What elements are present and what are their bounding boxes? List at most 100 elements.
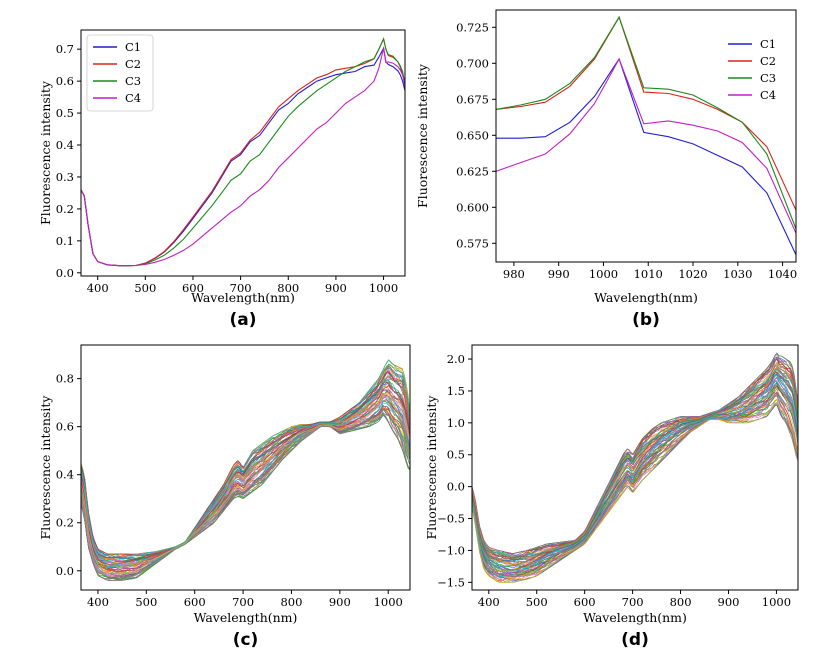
spectrum-line [472,357,798,556]
y-tick-label: 0.700 [456,56,489,70]
plot-area [81,359,410,581]
y-tick-label: −1.0 [437,543,465,557]
x-axis-label: Wavelength(nm) [194,610,298,625]
y-tick-label: 0.3 [56,170,74,184]
panel-label: (c) [233,630,259,650]
x-axis-label: Wavelength(nm) [594,290,698,305]
series-line-C2 [496,15,796,211]
spectrum-line [81,375,410,565]
spectrum-line [81,368,410,559]
spectrum-line [81,370,410,566]
spectrum-line [472,392,798,583]
y-tick-label: 0.8 [56,372,74,386]
y-tick-label: 0.7 [56,42,74,56]
spectrum-line [81,359,410,561]
y-tick-label: 0.5 [56,106,74,120]
x-tick-label: 600 [574,595,596,609]
chart-panel-a: 400 500 600 700 800 900 1000 0.0 0.1 0.2 0.3 0.4 0.5… [38,29,406,330]
y-tick-label: 0.0 [56,564,74,578]
y-tick-label: 0.625 [456,164,489,178]
spectrum-line [81,393,410,569]
x-tick-label: 1030 [723,267,752,281]
legend-label: C1 [760,37,776,51]
x-tick-label: 980 [503,267,525,281]
y-tick-label: 1.5 [447,384,465,398]
panel-label: (a) [229,310,256,330]
spectrum-line [81,359,410,560]
spectrum-line [472,398,798,577]
y-tick-label: 0.5 [447,448,465,462]
x-tick-label: 1000 [589,267,618,281]
series-line-C1 [496,57,796,256]
spectrum-line [472,388,798,572]
x-tick-label: 700 [232,595,254,609]
spectrum-line [81,363,410,558]
series-line-C3 [496,15,796,230]
spectrum-line [81,412,410,581]
y-tick-label: 0.4 [56,468,74,482]
x-tick-label: 500 [134,281,156,295]
spectrum-line [81,364,410,559]
x-tick-label: 600 [182,281,204,295]
y-tick-label: 0.675 [456,92,489,106]
spectrum-line [81,359,410,559]
x-tick-label: 800 [670,595,692,609]
spectrum-line [81,364,410,556]
legend-box [86,34,154,112]
legend-label: C4 [760,88,776,102]
y-tick-label: 0.600 [456,200,489,214]
spectrum-line [472,371,798,559]
x-tick-label: 800 [280,595,302,609]
spectrum-line [472,398,798,583]
y-tick-label: −0.5 [437,512,465,526]
series-line-C4 [496,57,796,234]
spectrum-line [472,361,798,559]
x-tick-label: 700 [622,595,644,609]
spectrum-line [472,380,798,577]
x-tick-label: 500 [135,595,157,609]
spectrum-line [81,408,410,580]
panel-label: (b) [632,310,660,330]
x-tick-label: 1000 [374,595,403,609]
spectrum-line [472,367,798,567]
x-tick-label: 900 [718,595,740,609]
chart-panel-c: 400 500 600 700 800 900 1000 0.0 0.2 0.4 0.6 0.8 Wav… [38,344,411,650]
spectrum-line [81,414,410,579]
x-tick-label: 1000 [762,595,791,609]
x-tick-label: 800 [277,281,299,295]
spectrum-line [81,392,410,567]
spectrum-line [472,404,798,578]
y-tick-label: 2.0 [447,352,465,366]
plot-area [472,352,798,583]
x-axis-label: Wavelength(nm) [583,610,687,625]
y-tick-label: 0.0 [447,480,465,494]
plot-frame [495,9,797,263]
spectrum-line [472,374,798,572]
spectrum-line [81,408,410,580]
x-tick-label: 1010 [634,267,663,281]
spectrum-line [81,381,410,559]
spectrum-line [472,372,798,563]
x-tick-label: 400 [87,281,109,295]
spectrum-line [81,395,410,578]
legend-label: C1 [125,40,141,54]
legend-label: C4 [125,91,141,105]
spectrum-line [472,392,798,578]
x-tick-label: 700 [230,281,252,295]
x-tick-label: 1020 [678,267,707,281]
spectrum-line [81,381,410,560]
legend-label: C3 [760,71,776,85]
spectrum-line [81,399,410,568]
y-axis-label: Fluorescence intensity [424,395,439,540]
y-tick-label: 0.6 [56,74,74,88]
spectrum-line [472,404,798,580]
spectrum-line [472,364,798,567]
plot-frame [80,344,411,591]
y-tick-label: 0.6 [56,420,74,434]
y-tick-label: 0.0 [56,266,74,280]
series-line-C4 [81,48,405,267]
y-axis-label: Fluorescence intensity [415,63,430,208]
spectrum-line [81,359,410,559]
legend-label: C2 [760,54,776,68]
